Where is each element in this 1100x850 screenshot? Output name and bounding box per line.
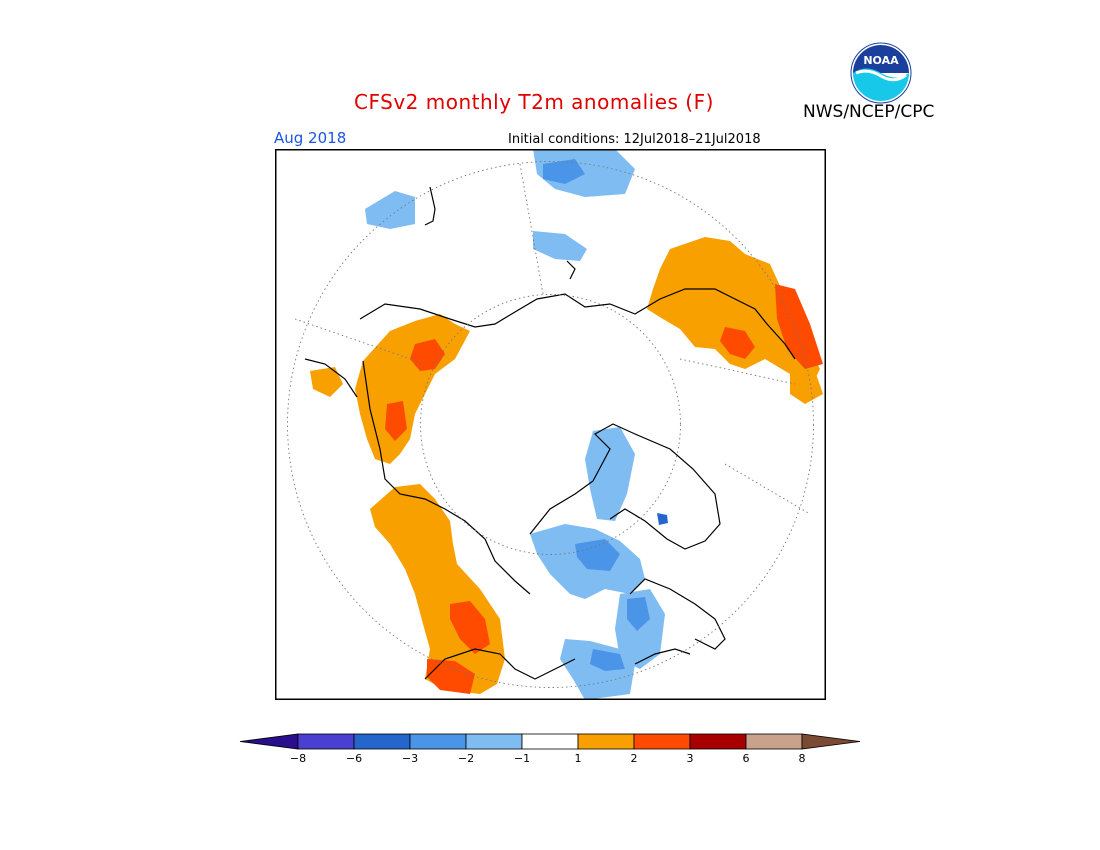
colorbar-tick-label: −2 [458,752,474,765]
colorbar-tick-label: 2 [631,752,638,765]
colorbar-swatch [297,733,355,750]
colorbar-swatch [465,733,523,750]
cool-region-quebec-core [627,597,650,631]
noaa-logo-text: NOAA [863,54,899,67]
hot-region-siberia-coast [385,401,407,441]
colorbar-swatch [689,733,747,750]
colorbar-swatch [409,733,467,750]
colorbar-tick-label: 8 [799,752,806,765]
coastlines [304,186,796,680]
noaa-logo-icon: NOAA [850,42,912,104]
cool-spot-greenland [657,513,668,525]
colorbar-swatch [577,733,635,750]
colorbar-swatches [239,733,861,750]
graticule [287,161,814,688]
colorbar-tick-label: 3 [687,752,694,765]
chart-title: CFSv2 monthly T2m anomalies (F) [354,90,714,114]
warm-region-east-asia [355,314,470,464]
cool-region-north-africa-core [543,159,585,184]
colorbar-tick-label: −1 [514,752,530,765]
cool-region-mediterranean [533,231,587,261]
colorbar-low-arrow [239,733,299,750]
colorbar-labels: −8 −6 −3 −2 −1 1 2 3 6 8 [290,752,806,765]
map-frame [275,149,826,700]
colorbar-tick-label: −3 [402,752,418,765]
colorbar-swatch [745,733,803,750]
colorbar-swatch [521,733,579,750]
cool-region-asia-south [365,191,415,229]
forecast-month: Aug 2018 [274,129,347,147]
colorbar-tick-label: −8 [290,752,306,765]
hot-region-east-asia [410,339,445,371]
warm-region-pacific-coast [310,367,343,397]
hot-region-california [427,659,475,694]
colorbar-high-arrow [801,733,861,750]
colorbar-tick-label: 6 [743,752,750,765]
colorbar-tick-label: 1 [575,752,582,765]
hot-region-north-america-west [450,601,490,654]
warm-region-europe [647,237,820,379]
agency-label: NWS/NCEP/CPC [803,102,935,122]
cool-region-east-coast [590,649,625,671]
cool-region-hudson-core [575,539,620,571]
colorbar-tick-label: −6 [346,752,362,765]
hot-region-eastern-europe [720,327,755,359]
cool-region-greenland [585,427,635,521]
polar-anomaly-map [275,149,826,700]
initial-conditions: Initial conditions: 12Jul2018–21Jul2018 [508,132,761,147]
colorbar-legend: −8 −6 −3 −2 −1 1 2 3 6 8 [239,733,861,765]
colorbar-swatch [633,733,691,750]
colorbar-swatch [353,733,411,750]
warm-region-caucasus [790,371,823,404]
